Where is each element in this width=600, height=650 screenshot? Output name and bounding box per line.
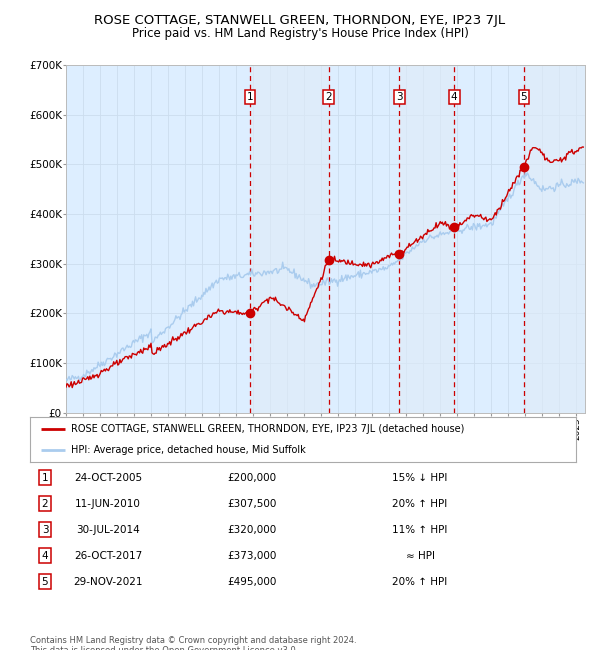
Text: £200,000: £200,000 bbox=[227, 473, 277, 483]
Text: 26-OCT-2017: 26-OCT-2017 bbox=[74, 551, 142, 561]
Text: £495,000: £495,000 bbox=[227, 577, 277, 587]
Text: 24-OCT-2005: 24-OCT-2005 bbox=[74, 473, 142, 483]
Text: 20% ↑ HPI: 20% ↑ HPI bbox=[392, 499, 448, 509]
Text: 11% ↑ HPI: 11% ↑ HPI bbox=[392, 525, 448, 535]
Text: 1: 1 bbox=[41, 473, 49, 483]
Text: Contains HM Land Registry data © Crown copyright and database right 2024.
This d: Contains HM Land Registry data © Crown c… bbox=[30, 636, 356, 650]
Text: 11-JUN-2010: 11-JUN-2010 bbox=[75, 499, 141, 509]
Text: 5: 5 bbox=[41, 577, 49, 587]
Text: 20% ↑ HPI: 20% ↑ HPI bbox=[392, 577, 448, 587]
Text: 2: 2 bbox=[325, 92, 332, 102]
Text: 15% ↓ HPI: 15% ↓ HPI bbox=[392, 473, 448, 483]
Text: 3: 3 bbox=[396, 92, 403, 102]
Bar bbox=[250, 65, 329, 413]
Text: 3: 3 bbox=[41, 525, 49, 535]
Text: 30-JUL-2014: 30-JUL-2014 bbox=[76, 525, 140, 535]
Text: 2: 2 bbox=[41, 499, 49, 509]
Text: ≈ HPI: ≈ HPI bbox=[406, 551, 434, 561]
Text: 5: 5 bbox=[521, 92, 527, 102]
Text: 1: 1 bbox=[247, 92, 253, 102]
Text: ROSE COTTAGE, STANWELL GREEN, THORNDON, EYE, IP23 7JL: ROSE COTTAGE, STANWELL GREEN, THORNDON, … bbox=[94, 14, 506, 27]
Text: 29-NOV-2021: 29-NOV-2021 bbox=[73, 577, 143, 587]
Bar bbox=[524, 65, 585, 413]
Text: 4: 4 bbox=[41, 551, 49, 561]
Text: ROSE COTTAGE, STANWELL GREEN, THORNDON, EYE, IP23 7JL (detached house): ROSE COTTAGE, STANWELL GREEN, THORNDON, … bbox=[71, 424, 464, 434]
Text: £373,000: £373,000 bbox=[227, 551, 277, 561]
Text: Price paid vs. HM Land Registry's House Price Index (HPI): Price paid vs. HM Land Registry's House … bbox=[131, 27, 469, 40]
Text: £307,500: £307,500 bbox=[227, 499, 277, 509]
Text: £320,000: £320,000 bbox=[227, 525, 277, 535]
Bar bbox=[399, 65, 454, 413]
Text: HPI: Average price, detached house, Mid Suffolk: HPI: Average price, detached house, Mid … bbox=[71, 445, 306, 454]
Text: 4: 4 bbox=[451, 92, 457, 102]
